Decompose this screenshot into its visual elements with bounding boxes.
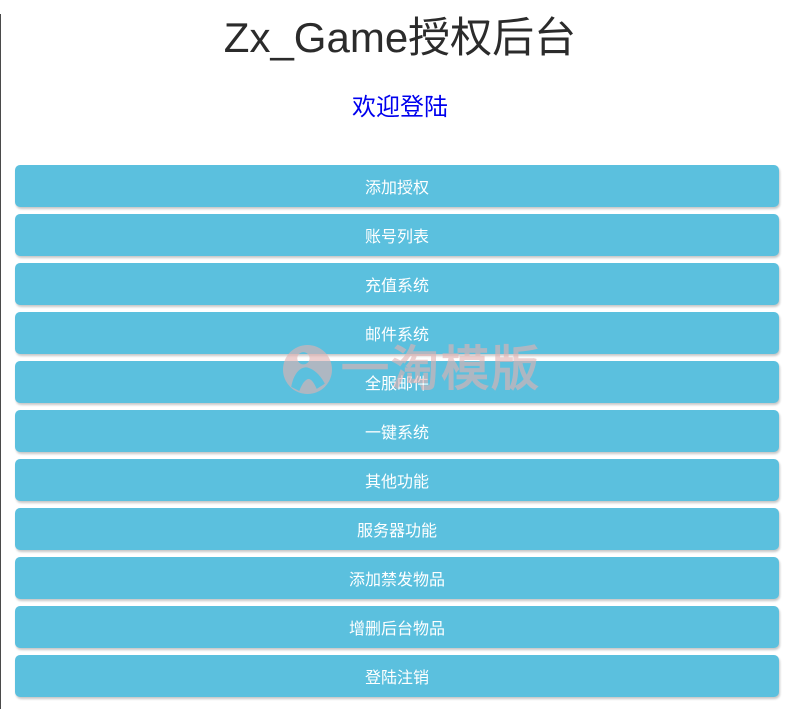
menu-button-mail-system[interactable]: 邮件系统 bbox=[15, 312, 779, 355]
page-title: Zx_Game授权后台 bbox=[223, 14, 577, 61]
screen-left-edge-line bbox=[0, 14, 1, 709]
menu-button-one-key-system[interactable]: 一键系统 bbox=[15, 410, 779, 453]
menu-button-login-logout[interactable]: 登陆注销 bbox=[15, 655, 779, 698]
menu-button-add-authorization[interactable]: 添加授权 bbox=[15, 165, 779, 208]
menu-button-server-functions[interactable]: 服务器功能 bbox=[15, 508, 779, 551]
menu-button-other-functions[interactable]: 其他功能 bbox=[15, 459, 779, 502]
welcome-login-link[interactable]: 欢迎登陆 bbox=[352, 94, 448, 122]
main-menu: 添加授权 账号列表 充值系统 邮件系统 全服邮件 一键系统 其他功能 服务器功能… bbox=[15, 165, 779, 698]
menu-button-recharge-system[interactable]: 充值系统 bbox=[15, 263, 779, 306]
menu-button-all-server-mail[interactable]: 全服邮件 bbox=[15, 361, 779, 404]
menu-button-add-remove-backend-items[interactable]: 增删后台物品 bbox=[15, 606, 779, 649]
menu-button-account-list[interactable]: 账号列表 bbox=[15, 214, 779, 257]
menu-button-add-banned-items[interactable]: 添加禁发物品 bbox=[15, 557, 779, 600]
